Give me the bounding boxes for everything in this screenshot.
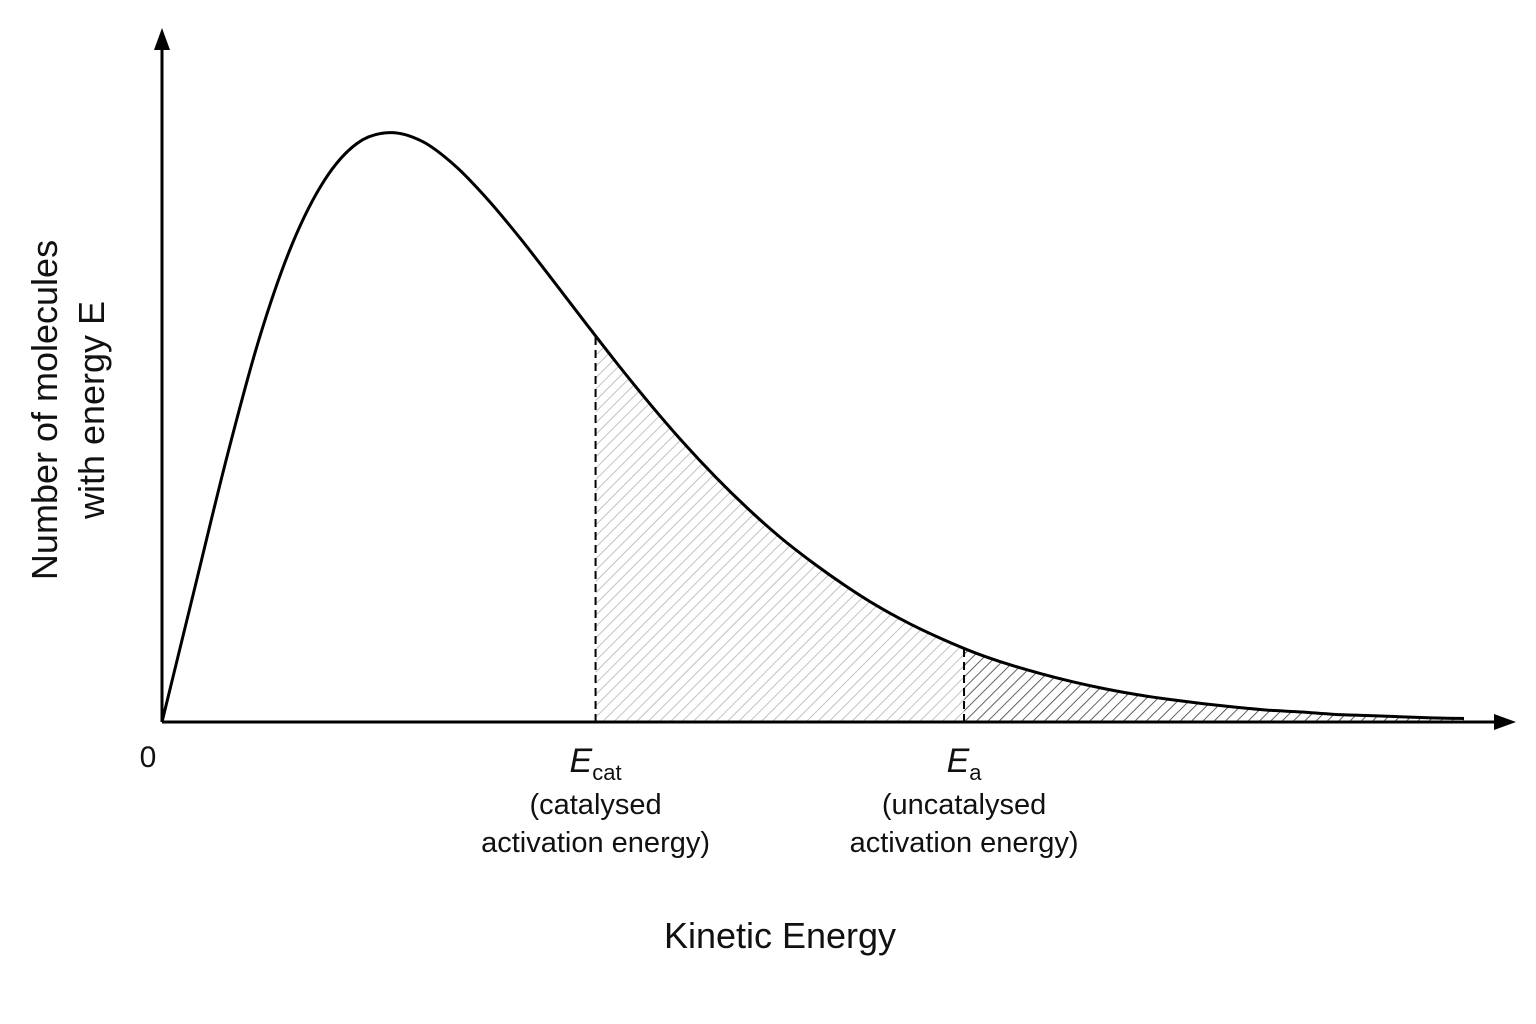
annotation-e-a-line-2: activation energy) xyxy=(850,827,1079,859)
shaded-region-above-e-a xyxy=(964,648,1464,722)
annotation-e-cat-line-1: (catalysed xyxy=(529,789,661,821)
annotation-e-a-line-1: (uncatalysed xyxy=(882,789,1046,821)
origin-label: 0 xyxy=(140,741,157,774)
tick-label-e-a: Ea xyxy=(947,742,983,785)
y-axis-arrowhead xyxy=(154,28,170,50)
y-axis-title-line-1: Number of molecules xyxy=(24,240,65,580)
y-axis-title-line-2: with energy E xyxy=(71,301,112,520)
x-axis-title: Kinetic Energy xyxy=(664,915,896,956)
annotation-e-cat-line-2: activation energy) xyxy=(481,827,710,859)
distribution-curve xyxy=(160,131,1465,723)
tick-label-e-cat: Ecat xyxy=(570,742,622,785)
x-axis-arrowhead xyxy=(1494,714,1516,730)
shaded-region-above-e-cat xyxy=(595,335,965,722)
